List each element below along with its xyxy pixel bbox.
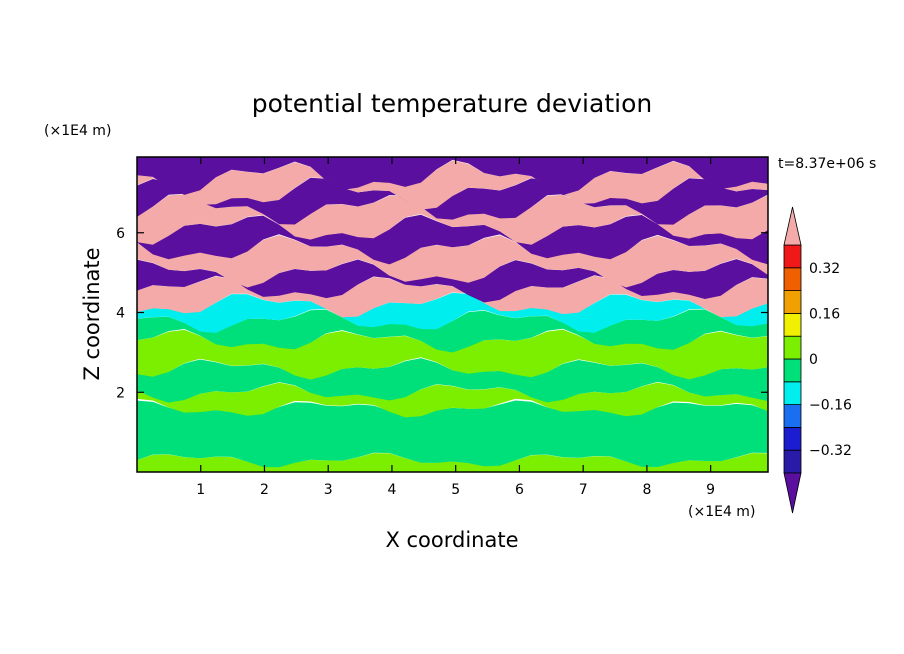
contour-band xyxy=(137,400,768,468)
x-tick-label: 1 xyxy=(196,482,205,498)
contour-band xyxy=(137,309,768,353)
x-axis-label: X coordinate xyxy=(385,528,518,552)
colorbar-tick-label: 0 xyxy=(809,352,818,368)
colorbar-swatch xyxy=(783,290,802,314)
plot-area xyxy=(137,157,768,472)
y-axis: 2 4 6 xyxy=(116,226,768,401)
colorbar-swatch xyxy=(783,449,802,474)
x-tick-label: 4 xyxy=(387,482,396,498)
colorbar-extend-max xyxy=(783,206,802,246)
colorbar-swatch xyxy=(783,381,802,405)
contour-band xyxy=(137,160,768,210)
x-tick-label: 2 xyxy=(260,482,269,498)
colorbar-swatch xyxy=(783,358,802,383)
chart-title: potential temperature deviation xyxy=(252,89,652,118)
contour-band xyxy=(137,329,768,380)
colorbar: −0.32 −0.16 0 0.16 0.32 xyxy=(783,206,852,514)
y-unit-label: (×1E4 m) xyxy=(44,123,111,139)
colorbar-swatch xyxy=(783,312,802,337)
colorbar-swatch xyxy=(783,404,802,428)
colorbar-tick-label: −0.16 xyxy=(809,398,852,414)
x-tick-label: 9 xyxy=(706,482,715,498)
contour-band xyxy=(137,382,768,418)
x-tick-label: 5 xyxy=(451,482,460,498)
colorbar-swatch xyxy=(783,335,802,360)
colorbar-swatch xyxy=(783,244,802,269)
contour-band xyxy=(137,259,768,303)
x-unit-label: (×1E4 m) xyxy=(688,504,755,520)
x-axis: 1 2 3 4 5 6 7 8 9 xyxy=(196,157,715,498)
x-tick-label: 7 xyxy=(579,482,588,498)
y-tick-label: 4 xyxy=(116,306,125,322)
contour-band xyxy=(137,177,768,225)
x-tick-label: 8 xyxy=(642,482,651,498)
time-label: t=8.37e+06 s xyxy=(778,156,876,172)
y-axis-label: Z coordinate xyxy=(80,247,104,380)
contour-band xyxy=(137,453,768,472)
colorbar-tick-label: −0.32 xyxy=(809,443,852,459)
contour-band xyxy=(137,292,768,333)
y-tick-label: 6 xyxy=(116,226,125,242)
contour-band xyxy=(137,235,768,288)
colorbar-tick-label: 0.32 xyxy=(809,261,840,277)
contour-band xyxy=(137,275,768,318)
x-tick-label: 3 xyxy=(324,482,333,498)
contour-band xyxy=(137,214,768,265)
plot-frame xyxy=(136,156,769,473)
colorbar-swatch xyxy=(783,267,802,291)
colorbar-tick-label: 0.16 xyxy=(809,306,840,322)
x-tick-label: 6 xyxy=(515,482,524,498)
colorbar-swatch xyxy=(783,426,802,451)
contour-band xyxy=(137,157,768,196)
y-tick-label: 2 xyxy=(116,385,125,401)
contour-band xyxy=(137,358,768,403)
colorbar-extend-min xyxy=(783,472,802,514)
